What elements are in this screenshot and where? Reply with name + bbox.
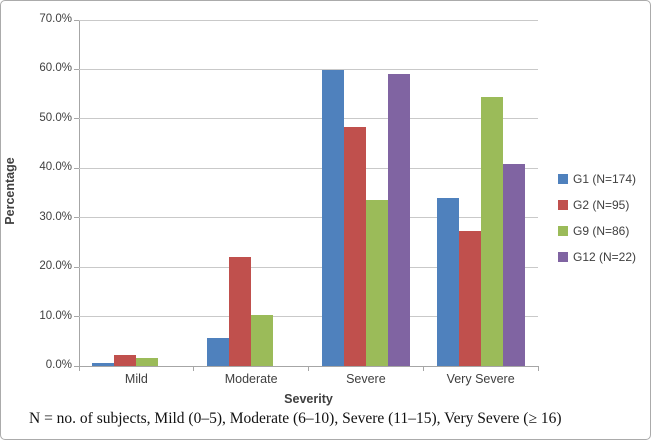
legend-swatch-icon [558, 226, 568, 236]
y-tick-label: 20.0% [39, 260, 72, 273]
y-axis-tick [74, 365, 79, 367]
gridline [79, 118, 538, 120]
legend-label: G12 (N=22) [573, 250, 637, 264]
legend-item: G12 (N=22) [558, 244, 636, 270]
x-axis-tick [537, 366, 539, 371]
legend-item: G9 (N=86) [558, 218, 636, 244]
y-axis-tick [74, 217, 79, 219]
gridline [79, 266, 538, 268]
gridline [79, 217, 538, 219]
gridline [79, 68, 538, 70]
gridline [79, 316, 538, 318]
legend-swatch-icon [558, 200, 568, 210]
y-tick-label: 10.0% [39, 309, 72, 322]
y-axis-tick [74, 68, 79, 70]
bar-g9-moderate [251, 315, 274, 366]
y-axis-tick [74, 167, 79, 169]
bar-g1-severe [321, 70, 344, 366]
bar-g9-very-severe [480, 96, 503, 366]
y-axis-tick [74, 316, 79, 318]
y-tick-label: 60.0% [39, 62, 72, 75]
bar-g1-very-severe [436, 198, 459, 366]
bar-g1-mild [92, 363, 115, 366]
legend-item: G1 (N=174) [558, 166, 636, 192]
bar-g12-severe [387, 73, 410, 366]
plot-area [79, 20, 539, 367]
x-axis-tick [308, 366, 309, 371]
x-category-label: Very Severe [446, 372, 515, 386]
x-category-label: Mild [124, 372, 148, 386]
y-tick-label: 0.0% [45, 359, 72, 371]
x-category-label: Severe [346, 372, 386, 386]
y-axis-title: Percentage [3, 157, 17, 225]
y-tick-label: 70.0% [39, 13, 72, 25]
legend: G1 (N=174) G2 (N=95) G9 (N=86) G12 (N=22) [558, 166, 636, 270]
gridline [79, 167, 538, 169]
bar-g1-moderate [207, 337, 230, 366]
x-axis-tick [193, 366, 195, 371]
x-axis-tick [78, 366, 80, 371]
bar-g2-severe [343, 126, 366, 366]
legend-swatch-icon [558, 174, 568, 184]
legend-item: G2 (N=95) [558, 192, 636, 218]
y-tick-label: 30.0% [39, 210, 72, 223]
footnote-caption: N = no. of subjects, Mild (0–5), Moderat… [29, 410, 562, 427]
gridline [79, 19, 538, 21]
y-axis-tick [74, 19, 79, 21]
bar-g2-mild [114, 355, 137, 366]
legend-swatch-icon [558, 252, 568, 262]
legend-label: G1 (N=174) [573, 172, 637, 186]
y-tick-label: 50.0% [39, 111, 72, 124]
bar-g9-mild [136, 357, 159, 366]
y-axis-tick [74, 266, 79, 268]
y-tick-label: 40.0% [39, 161, 72, 174]
legend-label: G9 (N=86) [573, 224, 630, 238]
x-axis-tick [422, 366, 424, 371]
y-axis-tick [74, 118, 79, 120]
x-category-label: Moderate [224, 372, 278, 386]
bar-g12-very-severe [502, 163, 525, 366]
bar-g9-severe [365, 199, 388, 366]
legend-label: G2 (N=95) [573, 198, 630, 212]
bar-g2-moderate [229, 256, 252, 366]
x-axis-title: Severity [284, 392, 333, 406]
bar-g2-very-severe [458, 230, 481, 366]
